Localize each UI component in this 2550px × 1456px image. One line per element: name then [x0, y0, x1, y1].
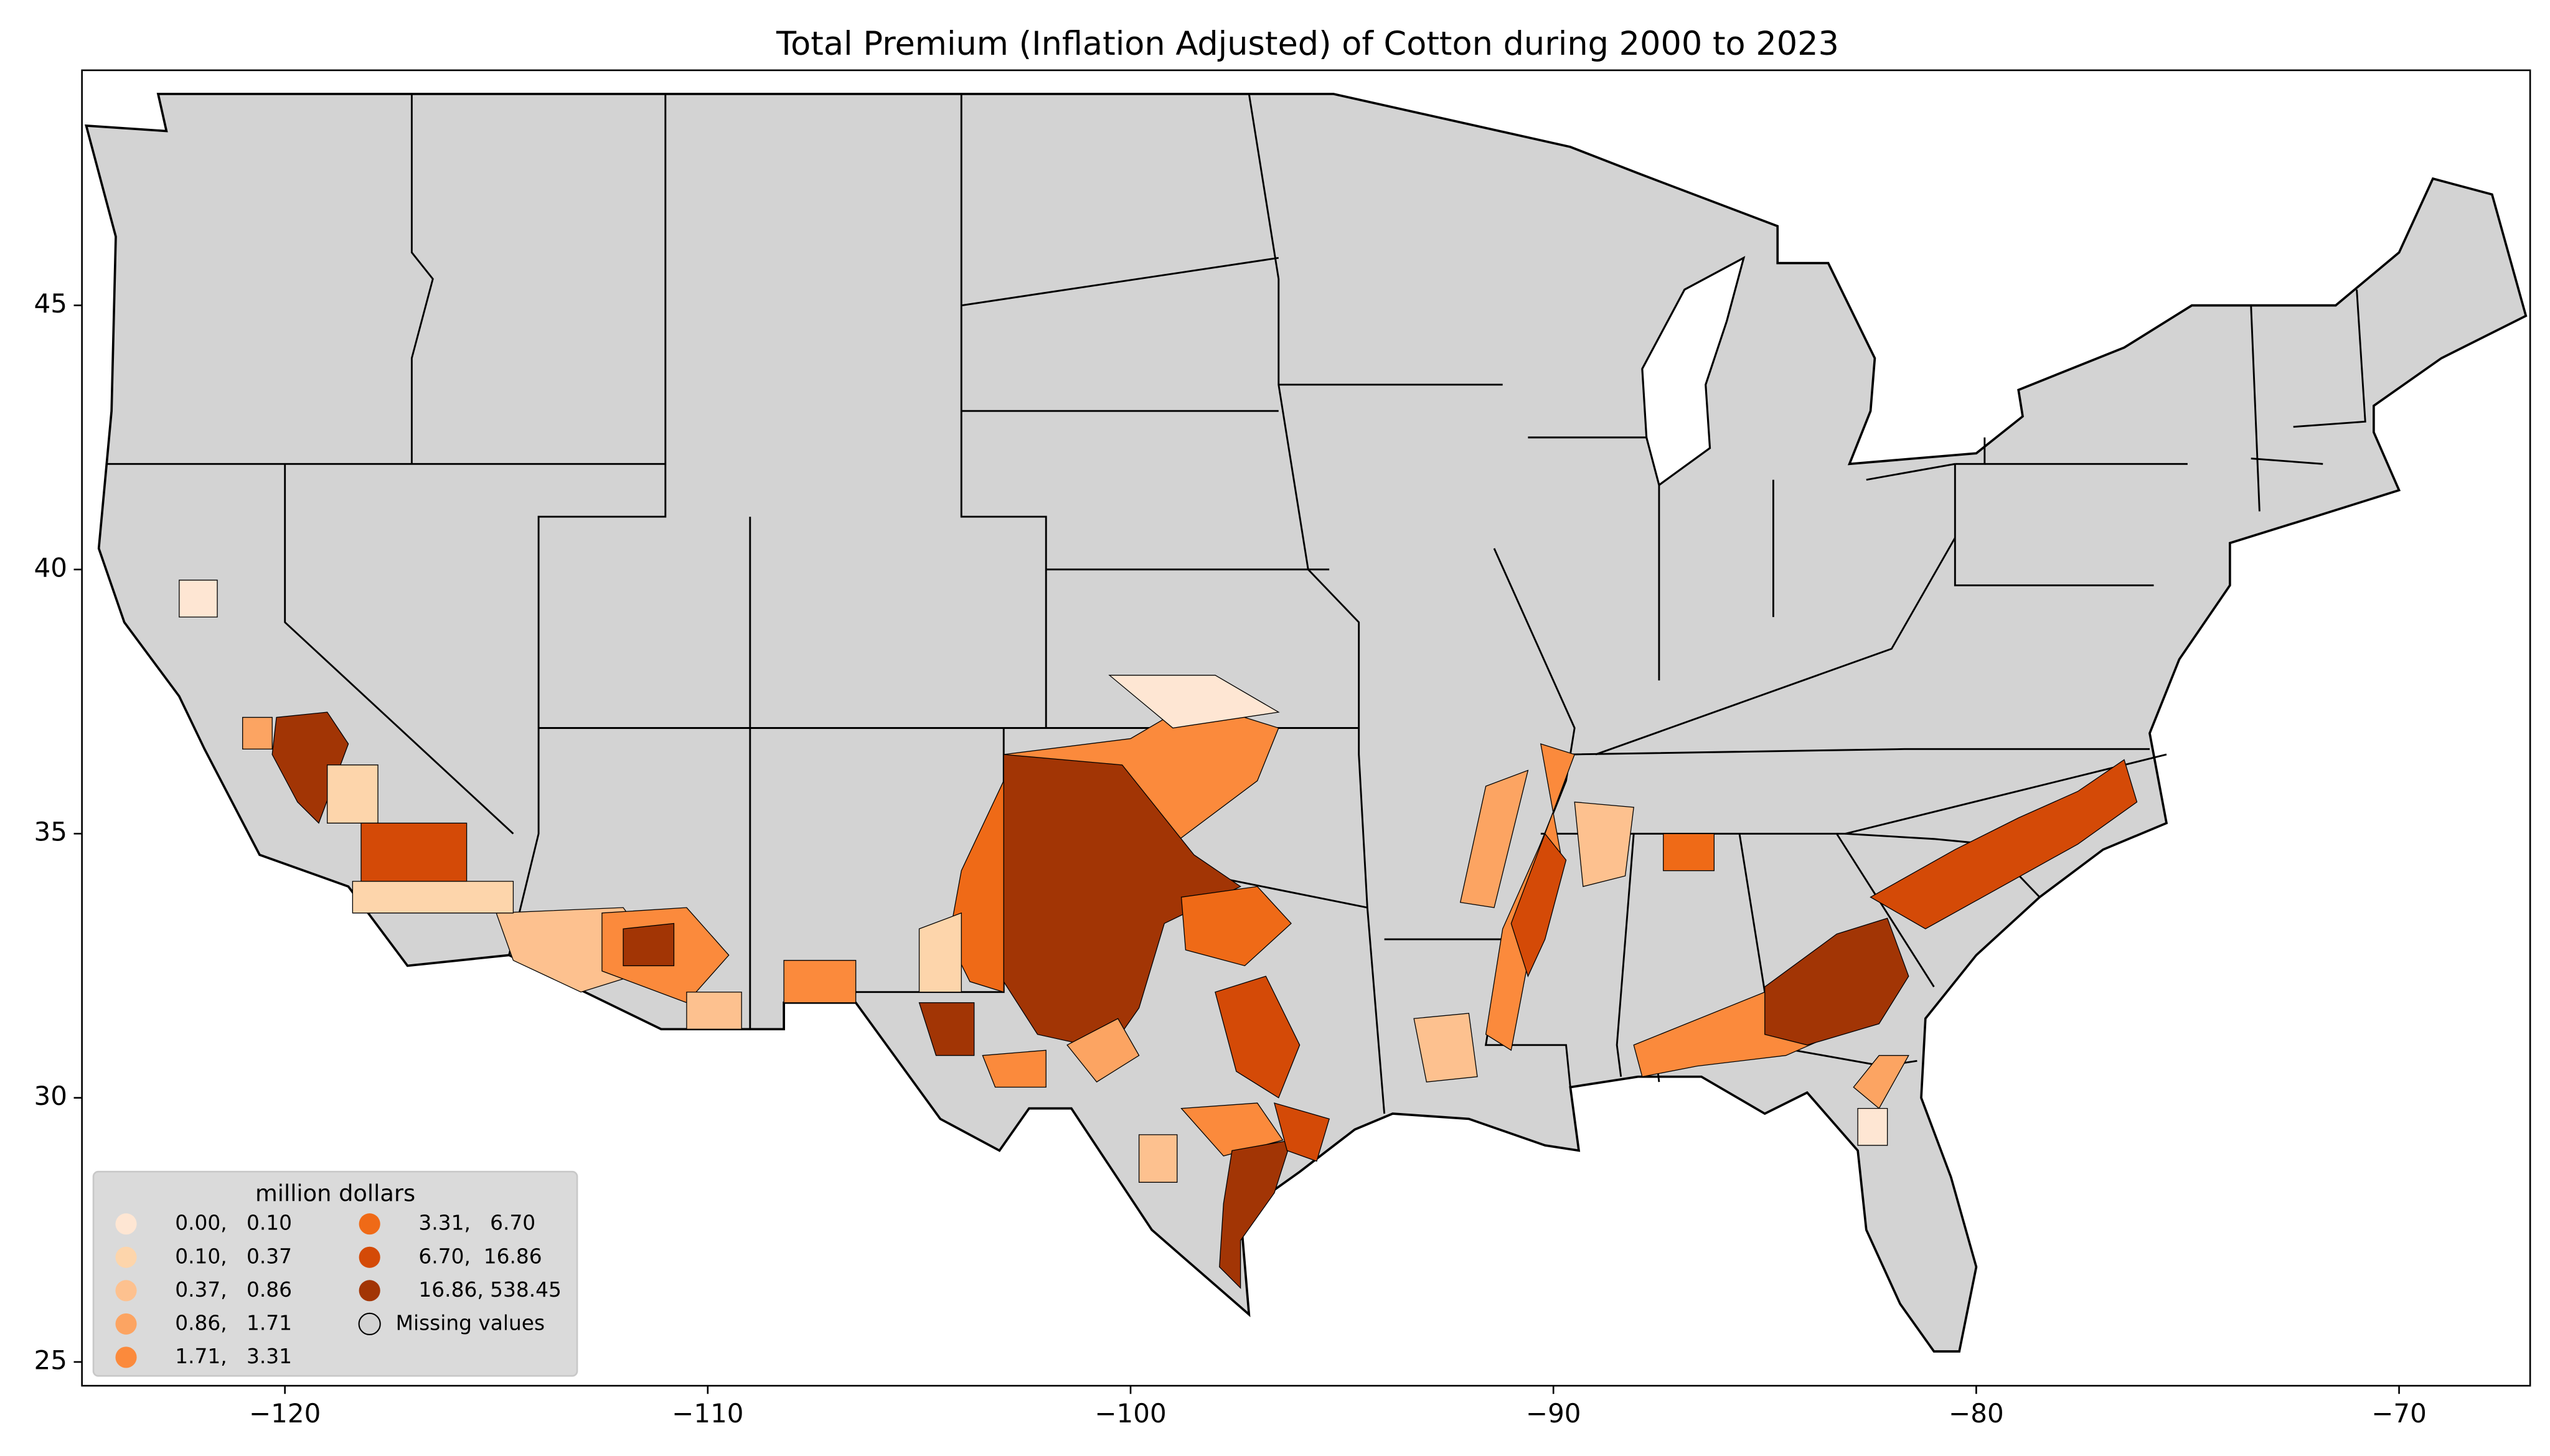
- shaded-region: [1459, 769, 1529, 908]
- legend-marker: [115, 1313, 137, 1335]
- x-tick-label: −80: [1949, 1398, 2004, 1429]
- state-line: [410, 93, 434, 464]
- state-line: [2250, 305, 2261, 512]
- state-line: [1954, 464, 2154, 586]
- shaded-region: [179, 580, 218, 618]
- shaded-region: [783, 960, 857, 1003]
- shaded-region: [1108, 675, 1280, 729]
- state-line: [1248, 93, 1386, 1114]
- lake: [1641, 256, 1746, 487]
- state-line: [284, 464, 514, 835]
- legend-marker: [359, 1246, 380, 1268]
- legend-marker: [358, 1312, 381, 1336]
- y-tick-label: 40: [34, 552, 67, 583]
- legend-label: 6.70, 16.86: [418, 1244, 542, 1268]
- legend-label: 16.86, 538.45: [418, 1278, 561, 1302]
- legend-marker: [115, 1213, 137, 1235]
- legend-marker: [359, 1213, 380, 1235]
- shaded-region: [918, 1002, 975, 1056]
- shaded-region: [1180, 886, 1292, 967]
- state-line: [508, 93, 667, 956]
- shaded-region: [1215, 975, 1301, 1099]
- shaded-region: [1003, 754, 1241, 1051]
- shaded-region: [623, 923, 675, 967]
- state-line: [1616, 834, 1635, 1077]
- state-line: [961, 256, 1279, 307]
- x-tick-label: −120: [249, 1398, 321, 1429]
- legend-marker: [115, 1246, 137, 1268]
- legend-label: 0.37, 0.86: [175, 1278, 292, 1302]
- legend-label: 0.86, 1.71: [175, 1311, 292, 1335]
- legend-marker: [359, 1280, 380, 1302]
- state-line: [1836, 833, 1935, 988]
- x-tick-label: −70: [2371, 1398, 2427, 1429]
- state-line: [1866, 463, 1955, 481]
- shaded-region: [686, 992, 742, 1030]
- shaded-region: [360, 822, 468, 882]
- chart-title: Total Premium (Inflation Adjusted) of Co…: [776, 25, 1839, 63]
- state-line: [2251, 458, 2323, 465]
- map-content: [85, 93, 2528, 1353]
- shaded-region: [242, 716, 273, 750]
- legend-marker: [115, 1280, 137, 1302]
- y-tick-label: 25: [34, 1345, 67, 1375]
- shaded-region: [1066, 1018, 1140, 1083]
- map-layer: [85, 93, 2528, 1353]
- legend-box: [92, 1170, 578, 1377]
- shaded-region: [352, 881, 514, 914]
- x-tick-label: −90: [1526, 1398, 1581, 1429]
- y-tick-label: 30: [34, 1081, 67, 1111]
- legend: million dollars 0.00, 0.10 0.10, 0.37 0.37,…: [92, 1170, 578, 1377]
- plot-frame: [81, 69, 2531, 1387]
- shaded-region: [1510, 833, 1567, 978]
- legend-label: 1.71, 3.31: [175, 1345, 292, 1368]
- shaded-region: [1764, 918, 1909, 1046]
- axes: −120 −110 −100 −90 −80 −70 25 30 35 40 45: [34, 69, 2531, 1429]
- shaded-region: [1138, 1134, 1178, 1183]
- shaded-region: [271, 712, 349, 824]
- legend-label: Missing values: [396, 1311, 545, 1335]
- legend-marker: [115, 1346, 137, 1368]
- state-line: [2293, 289, 2366, 428]
- shaded-region: [1574, 801, 1634, 887]
- shaded-region: [1663, 833, 1715, 871]
- shaded-region: [1857, 1107, 1888, 1146]
- shaded-region: [1180, 1102, 1284, 1157]
- legend-title: million dollars: [255, 1180, 415, 1206]
- legend-label: 0.00, 0.10: [175, 1211, 292, 1235]
- state-line: [1570, 748, 2150, 756]
- shaded-region: [1274, 1102, 1330, 1162]
- legend-label: 0.10, 0.37: [175, 1244, 292, 1268]
- shaded-region: [1870, 759, 2138, 929]
- x-tick-label: −110: [672, 1398, 743, 1429]
- shaded-region: [982, 1050, 1047, 1088]
- x-tick-label: −100: [1094, 1398, 1166, 1429]
- legend-label: 3.31, 6.70: [418, 1211, 535, 1235]
- shaded-region: [1413, 1013, 1478, 1083]
- y-tick-label: 35: [34, 817, 67, 847]
- y-tick-label: 45: [34, 288, 67, 319]
- shaded-region: [918, 912, 962, 993]
- us-outline: [85, 93, 2528, 1353]
- shaded-region: [327, 764, 379, 824]
- state-line: [1595, 537, 1956, 756]
